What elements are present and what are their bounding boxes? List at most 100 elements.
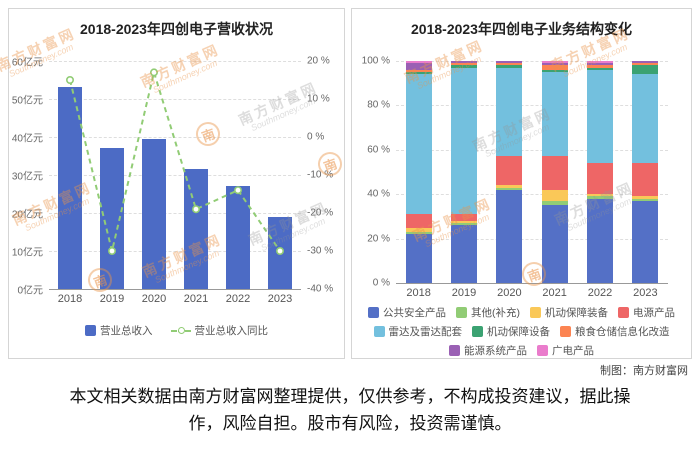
legend-swatch [456, 307, 467, 318]
segment-机动保障设备 [632, 65, 659, 75]
revenue-x-axis: 2018 2019 2020 2021 2022 2023 [49, 293, 301, 307]
disclaimer: 本文相关数据由南方财富网整理提供，仅供参考，不构成投资建议，据此操 作，风险自担… [0, 383, 700, 437]
legend-label: 机动保障装备 [545, 307, 608, 319]
revenue-legend: 营业总收入 营业总收入同比 [9, 323, 344, 338]
segment-能源系统产品 [405, 63, 432, 70]
yoy-line-marker [234, 186, 243, 195]
segment-雷达及雷达配套 [496, 67, 523, 157]
y-axis-label: 100 % [361, 55, 390, 67]
gridline [49, 61, 301, 62]
legend-swatch [530, 307, 541, 318]
y-axis-label: 10 % [307, 93, 330, 105]
revenue-bar-2018 [58, 87, 82, 289]
y-axis-label: 30亿元 [11, 171, 43, 183]
legend-swatch [560, 326, 571, 337]
y-axis-label: 20 % [307, 55, 330, 67]
legend-swatch [373, 326, 385, 337]
structure-bar-2018 [405, 61, 432, 283]
legend-label: 营业总收入 [100, 325, 153, 337]
yoy-line-marker [150, 68, 159, 77]
yoy-line-marker [276, 247, 285, 256]
legend-item-公共安全产品: 公共安全产品 [368, 305, 446, 320]
structure-y-axis: 100 % 80 % 60 % 40 % 20 % 0 % [354, 56, 392, 289]
legend-label: 能源系统产品 [464, 345, 527, 357]
segment-能源系统产品 [541, 63, 568, 66]
y-axis-label: 20亿元 [11, 209, 43, 221]
segment-能源系统产品 [451, 61, 477, 64]
structure-legend: 公共安全产品 其他(补充) 机动保障装备 电源产品 雷达及雷达配套 机动保障设备 粮食仓储信… [358, 305, 685, 358]
revenue-y-axis-left: 60亿元 50亿元 40亿元 30亿元 20亿元 10亿元 0亿元 [9, 58, 45, 297]
structure-plot-area [396, 61, 668, 284]
segment-机动保障设备 [451, 65, 477, 68]
y-axis-label: 0 % [307, 131, 325, 143]
segment-机动保障装备 [405, 227, 432, 232]
legend-label: 其他(补充) [471, 307, 520, 319]
legend-item-其他(补充): 其他(补充) [456, 305, 520, 320]
segment-粮食仓储信息化改造 [587, 65, 613, 68]
legend-swatch [537, 345, 548, 356]
yoy-line-series [65, 68, 285, 256]
y-axis-label: -10 % [307, 169, 334, 181]
segment-机动保障装备 [451, 220, 477, 224]
segment-雷达及雷达配套 [587, 69, 613, 164]
yoy-line-marker [65, 76, 74, 85]
segment-广电产品 [405, 61, 432, 64]
x-axis-label: 2023 [267, 293, 293, 305]
legend-item-雷达及雷达配套: 雷达及雷达配套 [373, 324, 463, 339]
y-axis-label: 0 % [372, 277, 390, 289]
revenue-chart-panel: 2018-2023年四创电子营收状况 60亿元 50亿元 40亿元 30亿元 20亿元 1… [8, 8, 345, 359]
revenue-chart-title: 2018-2023年四创电子营收状况 [80, 21, 273, 37]
segment-其他(补充) [587, 196, 613, 199]
segment-机动保障装备 [541, 189, 568, 201]
y-axis-label: 40亿元 [11, 133, 43, 145]
legend-swatch [618, 307, 629, 318]
gridline [49, 251, 301, 252]
segment-雷达及雷达配套 [451, 67, 477, 215]
y-axis-label: -40 % [307, 283, 334, 295]
segment-电源产品 [405, 214, 432, 228]
gridline [396, 283, 668, 284]
x-axis-label: 2021 [183, 293, 209, 305]
segment-机动保障装备 [587, 194, 613, 197]
legend-item-广电产品: 广电产品 [537, 343, 594, 358]
segment-机动保障装备 [496, 185, 523, 188]
segment-粮食仓储信息化改造 [541, 65, 568, 70]
legend-item-能源系统产品: 能源系统产品 [449, 343, 527, 358]
structure-bar-2023 [632, 61, 659, 283]
legend-item-机动保障设备: 机动保障设备 [472, 324, 550, 339]
legend-item-revenue: 营业总收入 [85, 323, 153, 338]
legend-label: 电源产品 [633, 307, 675, 319]
gridline [396, 61, 668, 62]
yoy-line-marker [107, 247, 116, 256]
segment-其他(补充) [496, 187, 523, 190]
segment-广电产品 [587, 61, 613, 64]
revenue-plot-area [49, 61, 301, 290]
legend-label: 雷达及雷达配套 [388, 326, 463, 338]
segment-粮食仓储信息化改造 [632, 63, 659, 66]
segment-能源系统产品 [587, 63, 613, 66]
x-axis-label: 2019 [99, 293, 125, 305]
y-axis-label: 50亿元 [11, 95, 43, 107]
segment-粮食仓储信息化改造 [496, 63, 523, 66]
x-axis-label: 2018 [406, 287, 431, 299]
segment-粮食仓储信息化改造 [451, 63, 477, 66]
segment-电源产品 [496, 156, 523, 186]
segment-电源产品 [632, 163, 659, 197]
y-axis-label: -30 % [307, 245, 334, 257]
revenue-bar-2022 [226, 185, 250, 289]
x-axis-label: 2022 [225, 293, 251, 305]
gridline [396, 194, 668, 196]
legend-item-电源产品: 电源产品 [618, 305, 675, 320]
segment-广电产品 [541, 61, 568, 64]
y-axis-label: 20 % [367, 233, 390, 245]
segment-机动保障装备 [632, 196, 659, 199]
structure-bar-2019 [451, 61, 477, 283]
segment-机动保障设备 [541, 69, 568, 73]
legend-swatch [368, 307, 379, 318]
segment-雷达及雷达配套 [541, 72, 568, 157]
gridline [49, 99, 301, 100]
structure-bar-2020 [496, 61, 523, 283]
legend-swatch [472, 326, 483, 337]
yoy-line-marker [192, 205, 201, 214]
